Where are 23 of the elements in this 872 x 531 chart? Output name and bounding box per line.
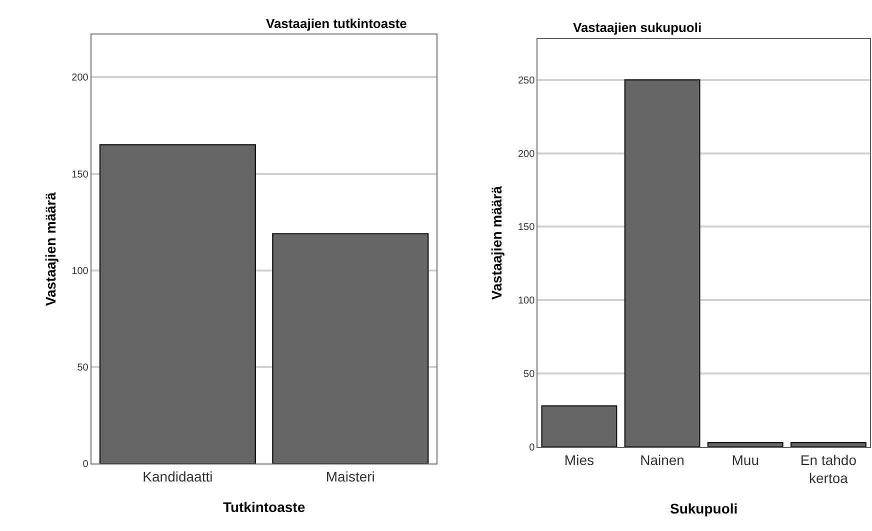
y-tick-label: 50 (524, 369, 536, 380)
x-axis-title: Sukupuoli (670, 500, 738, 516)
x-tick-label: En tahdo kertoa (800, 452, 857, 486)
y-tick-label: 150 (518, 222, 536, 234)
chart-title: Vastaajien sukupuoli (573, 20, 702, 35)
y-tick-label: 0 (82, 459, 89, 470)
x-tick-label: Maisteri (326, 468, 375, 485)
chart-title: Vastaajien tutkintoaste (266, 16, 407, 31)
y-tick-label: 50 (77, 362, 89, 374)
x-tick-label: Muu (732, 452, 759, 468)
x-tick-label: Nainen (640, 452, 684, 468)
y-axis-title: Vastaajien määrä (42, 192, 58, 306)
y-tick-label: 0 (529, 442, 536, 454)
y-tick-label: 150 (72, 169, 89, 180)
x-tick-label: Kandidaatti (142, 468, 213, 485)
y-axis-title: Vastaajien määrä (488, 186, 505, 300)
y-tick-label: 100 (72, 266, 89, 277)
y-tick-label: 250 (518, 75, 536, 86)
y-tick-label: 100 (518, 296, 536, 307)
x-axis-title: Tutkintoaste (222, 498, 306, 515)
x-tick-label: Mies (564, 452, 594, 468)
y-tick-label: 200 (72, 72, 89, 84)
y-tick-label: 200 (518, 148, 536, 160)
